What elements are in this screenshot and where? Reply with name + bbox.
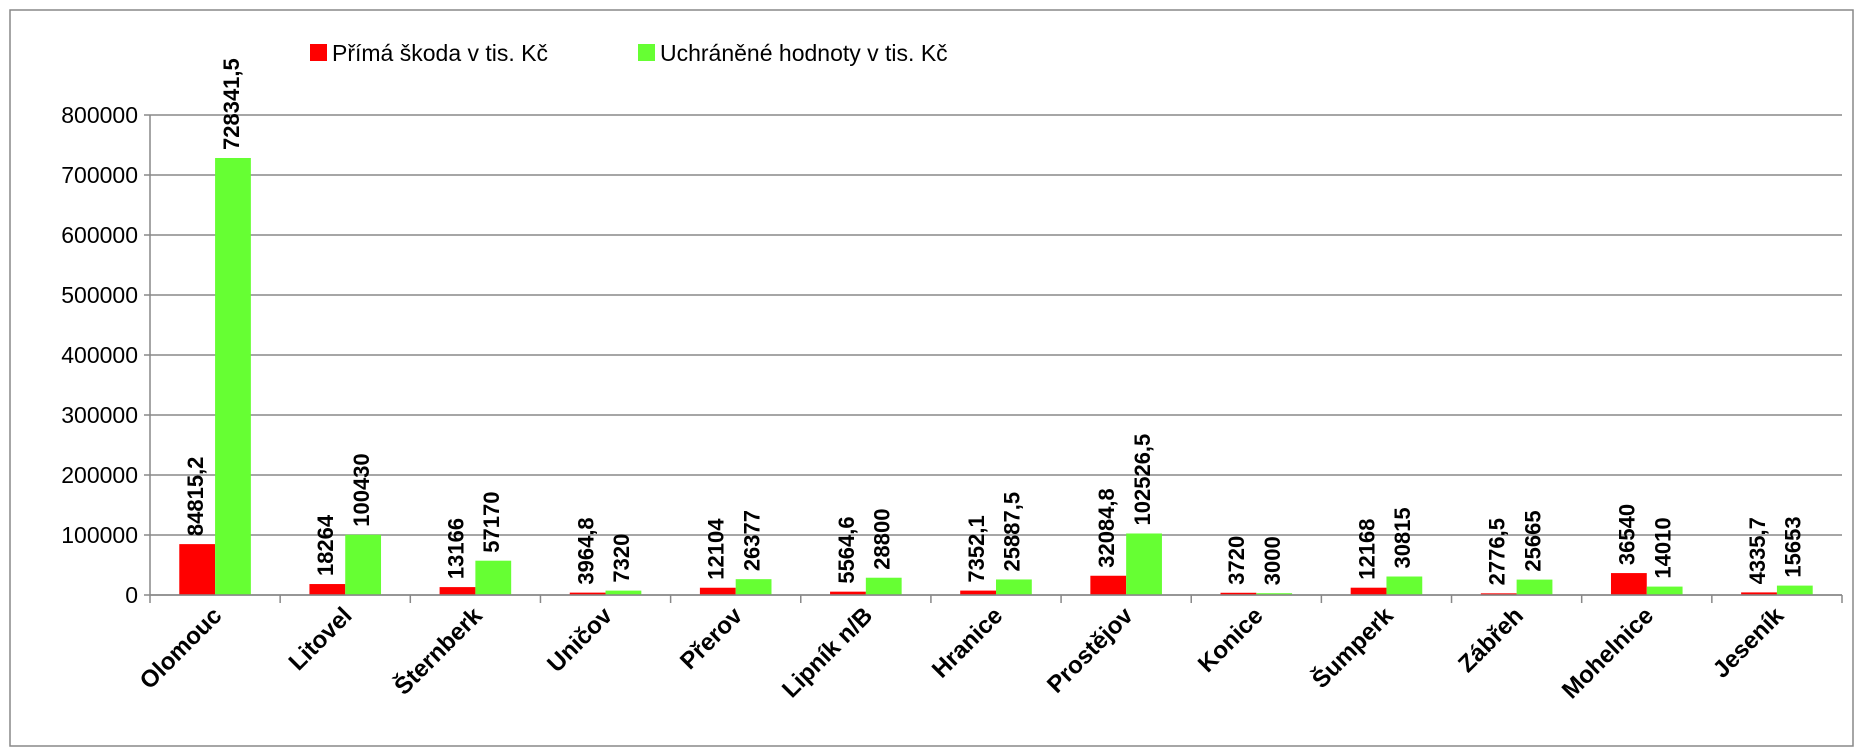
y-tick-label: 400000 xyxy=(61,342,138,368)
data-label: 36540 xyxy=(1615,504,1640,565)
y-tick-label: 800000 xyxy=(61,102,138,128)
y-tick-label: 200000 xyxy=(61,462,138,488)
data-label: 12104 xyxy=(704,518,729,580)
bar xyxy=(996,579,1032,595)
legend-swatch xyxy=(638,44,655,61)
bar xyxy=(1386,576,1423,595)
data-label: 32084,8 xyxy=(1094,488,1119,568)
bar xyxy=(1480,593,1517,595)
bar xyxy=(475,560,512,595)
data-label: 3964,8 xyxy=(573,517,598,584)
bar xyxy=(699,587,736,595)
bar xyxy=(1776,585,1813,595)
data-label: 4335,7 xyxy=(1745,517,1770,584)
data-label: 30815 xyxy=(1390,507,1415,568)
data-label: 18264 xyxy=(313,514,338,576)
y-tick-label: 500000 xyxy=(61,282,138,308)
bar xyxy=(1646,586,1683,595)
data-label: 3000 xyxy=(1260,536,1285,585)
bar xyxy=(1126,533,1162,595)
legend-swatch xyxy=(310,44,327,61)
data-label: 12168 xyxy=(1354,519,1379,580)
data-label: 728341,5 xyxy=(219,58,244,150)
bar xyxy=(865,577,902,595)
y-tick-label: 700000 xyxy=(61,162,138,188)
data-label: 7320 xyxy=(609,534,634,583)
data-label: 15653 xyxy=(1781,516,1806,577)
data-label: 84815,2 xyxy=(183,457,208,537)
y-tick-label: 0 xyxy=(125,582,138,608)
legend-label: Uchráněné hodnoty v tis. Kč xyxy=(660,40,948,66)
data-label: 57170 xyxy=(479,492,504,553)
data-label: 28800 xyxy=(870,509,895,570)
data-label: 7352,1 xyxy=(964,515,989,582)
bar xyxy=(1610,573,1647,595)
chart-frame xyxy=(9,9,1854,747)
bar xyxy=(1516,579,1553,595)
bar xyxy=(309,584,346,595)
data-label: 25665 xyxy=(1520,510,1545,571)
bar xyxy=(605,590,642,595)
bar xyxy=(735,579,772,595)
data-label: 100430 xyxy=(349,453,374,526)
bar xyxy=(215,157,251,595)
y-tick-label: 600000 xyxy=(61,222,138,248)
bar xyxy=(1090,575,1127,595)
data-label: 25887,5 xyxy=(1000,492,1025,572)
bar xyxy=(1741,592,1777,595)
bar xyxy=(179,544,216,595)
y-tick-label: 300000 xyxy=(61,402,138,428)
bar xyxy=(345,534,382,595)
data-label: 3720 xyxy=(1224,536,1249,585)
bar xyxy=(569,592,606,595)
bar xyxy=(439,587,476,595)
data-label: 26377 xyxy=(739,510,764,571)
bar xyxy=(1220,592,1257,595)
data-label: 13166 xyxy=(443,518,468,579)
bar xyxy=(830,591,866,595)
data-label: 5564,6 xyxy=(834,516,859,583)
legend-label: Přímá škoda v tis. Kč xyxy=(332,40,548,66)
data-label: 2776,5 xyxy=(1485,518,1510,585)
data-label: 14010 xyxy=(1650,517,1675,578)
y-tick-label: 100000 xyxy=(61,522,138,548)
bar xyxy=(1256,593,1293,595)
bar xyxy=(1350,587,1387,595)
bar xyxy=(960,590,996,595)
data-label: 102526,5 xyxy=(1130,434,1155,526)
